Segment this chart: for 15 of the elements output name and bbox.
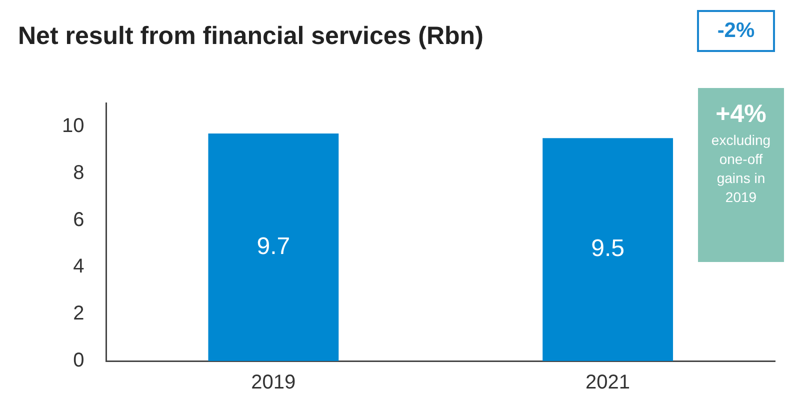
y-tick-label: 0 [73,350,84,372]
y-tick-label: 2 [73,302,84,325]
data-label: 9.5 [591,235,624,262]
callout-panel: +4% excluding one-off gains in 2019 [698,88,784,262]
y-tick-label: 6 [73,208,84,231]
chart-title: Net result from financial services (Rbn) [18,22,484,51]
data-label: 9.7 [256,232,290,260]
y-tick-label: 8 [73,162,84,184]
y-tick-label: 4 [73,256,84,278]
x-tick-label: 2019 [251,372,296,394]
callout-box: -2% [697,10,775,52]
y-tick-label: 10 [62,114,84,137]
annotation: +4% [714,100,768,129]
x-tick-label: 2021 [586,372,630,394]
annotation: excluding one-off gains in 2019 [710,131,772,207]
